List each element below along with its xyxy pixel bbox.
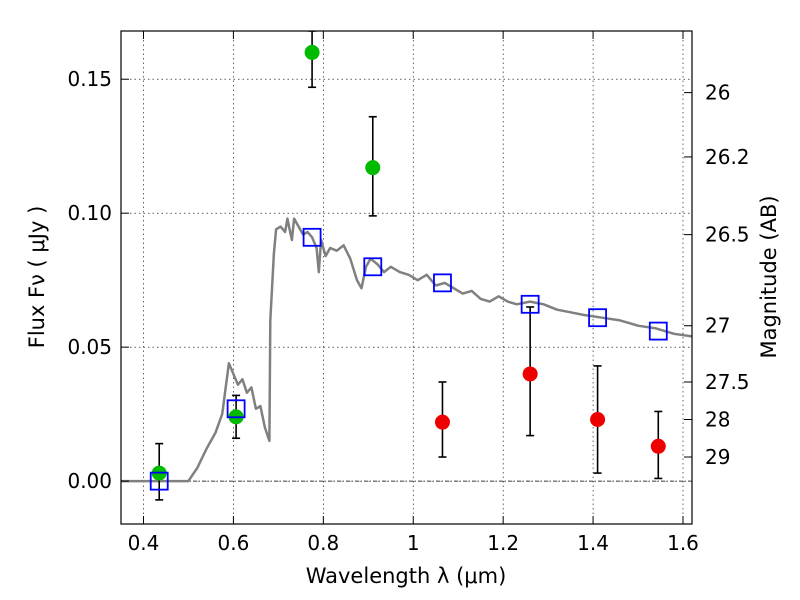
x-tick-label: 0.6 [217,531,249,555]
blue-model-square [433,273,452,293]
x-tick-label: 1.4 [577,531,609,555]
right-tick-label: 26 [705,81,730,105]
right-tick-label: 29 [705,445,730,469]
data-marks [149,31,668,501]
blue-model-square [302,227,322,247]
model-curve-group [121,217,692,483]
right-tick-label: 27.5 [705,370,750,394]
x-axis-label: Wavelength λ (μm) [306,564,507,588]
blue-model-square [363,257,383,277]
x-tick-label: 1.2 [487,531,519,555]
x-tick-label: 0.4 [128,531,160,555]
green-data-point [365,160,381,176]
red-data-point [434,414,450,430]
y-tick-label: 0.10 [67,201,112,225]
blue-model-square [520,294,540,314]
green-data-point [304,44,320,60]
plot-frame [120,30,693,525]
red-data-point [590,412,606,428]
x-tick-label: 1 [407,531,420,555]
blue-model-square [149,471,169,491]
y-axis-ticks: 0.00 0.05 0.10 0.15 [67,67,129,493]
blue-model-square [588,308,607,328]
model-sed-curve [121,217,692,483]
right-tick-label: 26.5 [705,223,750,247]
right-tick-label: 28 [705,408,730,432]
x-tick-label: 0.8 [307,531,339,555]
right-axis-label: Magnitude (AB) [757,195,781,358]
y-tick-label: 0.15 [67,67,112,91]
red-data-point [522,366,538,382]
y-axis-label: Flux Fν ( μJy ) [25,206,49,349]
y-tick-label: 0.05 [67,335,112,359]
right-tick-label: 27 [705,314,730,338]
x-tick-label: 1.6 [667,531,699,555]
y-tick-label: 0.00 [67,469,112,493]
blue-model-square [648,321,668,341]
right-tick-label: 26.2 [705,145,750,169]
red-data-point [650,438,666,454]
right-axis-ticks: 26 26.2 26.5 27 27.5 28 29 [684,81,750,469]
grid-lines [121,31,692,524]
blue-model-square [226,399,246,419]
x-axis-ticks: 0.4 0.6 0.8 1 1.2 1.4 1.6 [128,31,699,555]
